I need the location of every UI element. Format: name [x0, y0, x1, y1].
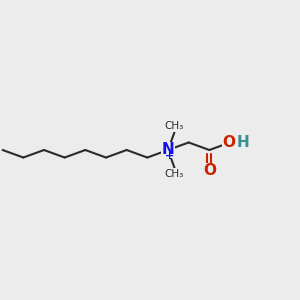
Text: O: O — [203, 163, 216, 178]
Text: CH₃: CH₃ — [165, 169, 184, 178]
Text: +: + — [164, 151, 174, 161]
Text: N: N — [162, 142, 174, 158]
Text: O: O — [223, 135, 236, 150]
Text: H: H — [237, 135, 249, 150]
Text: CH₃: CH₃ — [165, 122, 184, 131]
